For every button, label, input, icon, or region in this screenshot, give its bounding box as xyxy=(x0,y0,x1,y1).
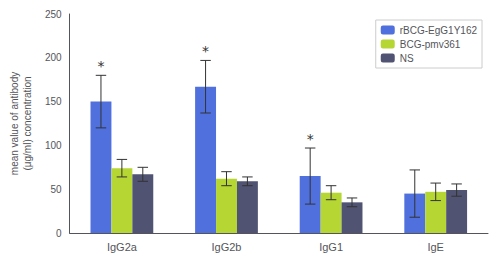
svg-text:150: 150 xyxy=(45,96,62,107)
svg-text:*: * xyxy=(202,43,209,59)
svg-text:IgE: IgE xyxy=(427,241,444,253)
svg-text:mean value of antibody: mean value of antibody xyxy=(9,72,20,175)
svg-text:200: 200 xyxy=(45,52,62,63)
svg-text:IgG2b: IgG2b xyxy=(212,241,242,253)
svg-text:IgG1: IgG1 xyxy=(319,241,343,253)
svg-text:NS: NS xyxy=(400,53,414,64)
svg-text:(μg/ml) concentration: (μg/ml) concentration xyxy=(22,76,33,170)
svg-text:250: 250 xyxy=(45,9,62,20)
svg-text:rBCG-EgG1Y162: rBCG-EgG1Y162 xyxy=(400,25,478,36)
svg-text:IgG2a: IgG2a xyxy=(107,241,138,253)
svg-text:100: 100 xyxy=(45,140,62,151)
svg-text:50: 50 xyxy=(50,184,62,195)
svg-text:BCG-pmv361: BCG-pmv361 xyxy=(400,39,461,50)
svg-text:*: * xyxy=(97,58,104,74)
svg-text:0: 0 xyxy=(56,228,62,239)
svg-text:*: * xyxy=(307,131,314,147)
